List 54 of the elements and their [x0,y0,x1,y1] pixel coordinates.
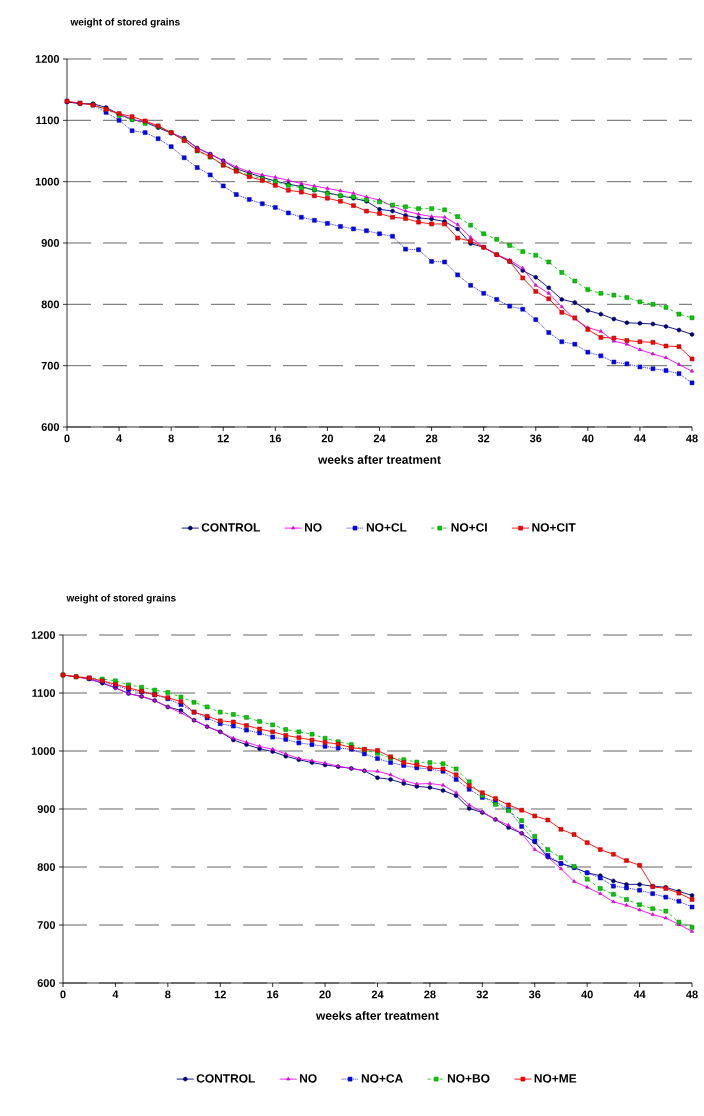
y-tick-label: 1100 [36,116,60,125]
legend-label: NO [305,523,322,532]
x-tick-label: 4 [112,990,119,999]
x-tick-label: 12 [214,990,226,999]
y-tick-label: 1000 [35,177,60,186]
x-tick-label: 0 [60,990,66,999]
x-tick-label: 12 [217,434,229,443]
x-tick-label: 44 [634,434,646,443]
chart-title: weight of stored grains [70,18,180,28]
x-tick-label: 8 [168,434,174,443]
x-tick-label: 32 [476,990,488,999]
y-tick-label: 1000 [31,747,56,755]
x-tick-label: 40 [581,434,594,443]
x-tick-label: 20 [321,434,334,443]
x-tick-label: 36 [528,990,541,999]
y-tick-label: 600 [41,423,60,431]
x-tick-label: 4 [116,434,123,443]
x-tick-label: 20 [319,990,331,999]
legend-label: NO+CI [451,523,487,532]
legend-label: NO+ME [534,1074,577,1083]
y-tick-label: 1100 [32,689,56,697]
legend-label: NO+BO [447,1074,490,1083]
x-axis-title: weeks after treatment [318,455,441,464]
y-tick-label: 700 [41,361,60,370]
y-tick-label: 900 [41,239,60,247]
x-tick-label: 28 [425,434,438,443]
y-tick-label: 900 [37,805,56,813]
x-tick-label: 28 [424,990,436,999]
x-tick-label: 16 [269,434,282,443]
x-tick-label: 36 [529,434,542,443]
chart-title: weight of stored grains [66,594,176,604]
legend-label: CONTROL [196,1074,255,1083]
legend-label: NO+CA [361,1074,403,1083]
y-tick-label: 800 [37,863,56,871]
y-tick-label: 700 [37,921,56,929]
x-tick-label: 24 [373,434,386,443]
x-tick-label: 48 [686,434,698,443]
x-tick-label: 24 [371,990,384,999]
y-tick-label: 1200 [31,631,56,639]
legend-label: CONTROL [201,523,260,532]
x-tick-label: 48 [686,990,698,999]
x-axis-title: weeks after treatment [316,1011,439,1020]
y-tick-label: 1200 [35,55,60,63]
x-tick-label: 40 [581,990,593,999]
legend-label: NO [300,1074,317,1083]
y-tick-label: 600 [37,979,56,987]
legend-label: NO+CIT [532,523,576,532]
x-tick-label: 0 [64,434,70,443]
x-tick-label: 16 [267,990,279,999]
x-tick-label: 44 [633,990,646,999]
legend-label: NO+CL [366,523,407,532]
x-tick-label: 8 [165,990,171,999]
y-tick-label: 800 [41,300,60,309]
x-tick-label: 32 [477,434,490,443]
